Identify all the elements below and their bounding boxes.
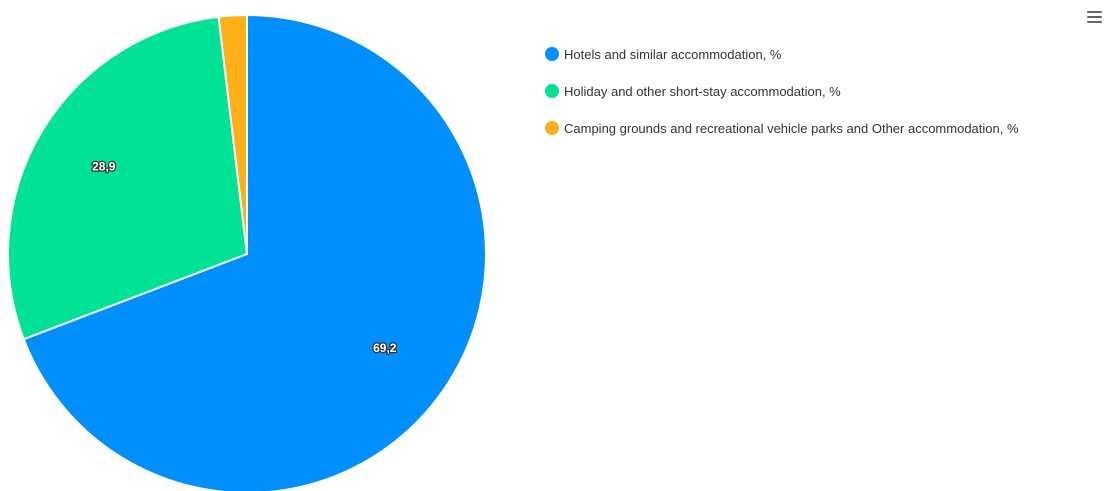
legend-item-1[interactable]: Holiday and other short-stay accommodati… xyxy=(545,79,1019,103)
legend-item-label: Camping grounds and recreational vehicle… xyxy=(564,120,1019,136)
pie-chart: 69,2 28,9 xyxy=(0,0,500,491)
legend-item-2[interactable]: Camping grounds and recreational vehicle… xyxy=(545,116,1019,140)
legend-item-0[interactable]: Hotels and similar accommodation, % xyxy=(545,42,1019,66)
legend-marker-icon xyxy=(545,121,559,135)
pie-chart-svg: 69,2 28,9 xyxy=(7,14,487,491)
chart-menu-button[interactable] xyxy=(1084,8,1104,26)
pie-slice-0[interactable] xyxy=(22,14,487,491)
data-label-0: 69,2 xyxy=(373,341,397,355)
data-label-1: 28,9 xyxy=(92,160,116,174)
chart-legend: Hotels and similar accommodation, % Holid… xyxy=(545,42,1019,153)
legend-item-label: Holiday and other short-stay accommodati… xyxy=(564,83,841,99)
legend-marker-icon xyxy=(545,84,559,98)
legend-item-label: Hotels and similar accommodation, % xyxy=(564,46,782,62)
pie-slice-2[interactable] xyxy=(217,14,248,255)
legend-marker-icon xyxy=(545,47,559,61)
pie-slice-1[interactable] xyxy=(7,15,248,341)
hamburger-menu-icon xyxy=(1086,11,1102,13)
